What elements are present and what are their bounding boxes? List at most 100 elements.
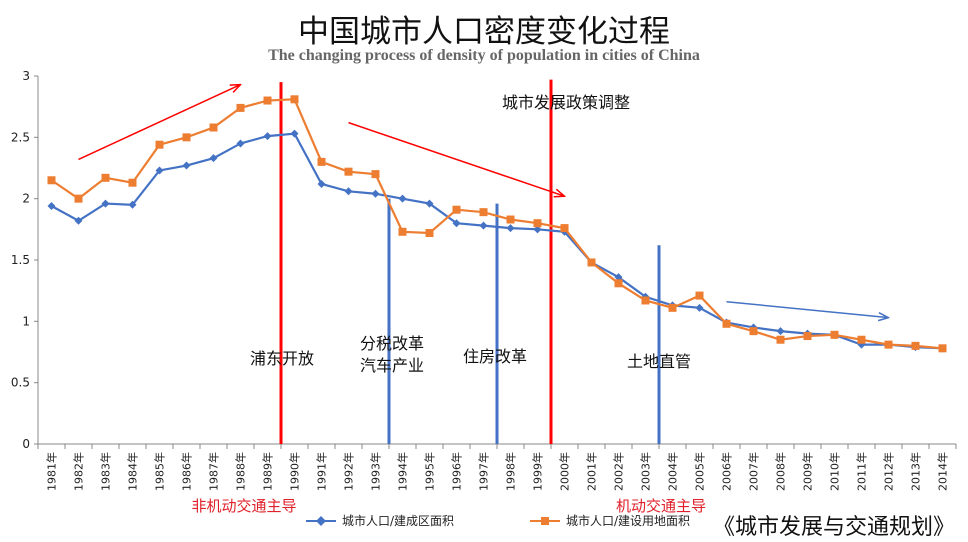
series-2-point bbox=[614, 279, 623, 288]
x-tick-label: 2007年 bbox=[747, 452, 761, 491]
annotation-label: 汽车产业 bbox=[360, 356, 424, 375]
legend-marker-built-area bbox=[306, 515, 336, 526]
y-tick-label: 1.5 bbox=[11, 253, 30, 267]
x-tick-label: 1987年 bbox=[207, 452, 221, 491]
series-2-point bbox=[749, 327, 758, 336]
annotation-label: 机动交通主导 bbox=[616, 497, 706, 515]
series-2-point bbox=[317, 157, 326, 166]
legend-marker-construction-land bbox=[530, 516, 560, 525]
chart-subtitle: The changing process of density of popul… bbox=[268, 47, 700, 64]
y-tick-label: 1 bbox=[22, 314, 30, 328]
series-1-point bbox=[290, 129, 299, 138]
series-2-point bbox=[47, 176, 56, 185]
x-tick-label: 1996年 bbox=[450, 452, 464, 491]
x-tick-label: 1993年 bbox=[369, 452, 383, 491]
x-tick-label: 1988年 bbox=[234, 452, 248, 491]
series-2-point bbox=[182, 133, 191, 142]
series-2-point bbox=[857, 335, 866, 344]
x-tick-label: 1989年 bbox=[261, 452, 275, 491]
x-tick-label: 2000年 bbox=[558, 452, 572, 491]
series-2-point bbox=[884, 340, 893, 349]
x-tick-label: 1985年 bbox=[153, 452, 167, 491]
series-1-point bbox=[344, 187, 353, 196]
x-tick-label: 2006年 bbox=[720, 452, 734, 491]
series-1-point bbox=[317, 179, 326, 188]
series-1-point bbox=[776, 327, 785, 336]
series-1-point bbox=[128, 200, 137, 209]
x-tick-label: 1997年 bbox=[477, 452, 491, 491]
series-2-point bbox=[560, 224, 569, 233]
series-2-point bbox=[938, 344, 947, 353]
series-2-point bbox=[587, 258, 596, 267]
x-tick-label: 2008年 bbox=[774, 452, 788, 491]
series-2-point bbox=[452, 205, 461, 214]
series-2-point bbox=[344, 167, 353, 176]
y-tick-label: 2.5 bbox=[11, 130, 30, 144]
series-2-point bbox=[803, 332, 812, 341]
series-1-point bbox=[452, 219, 461, 228]
source-label: 《城市发展与交通规划》 bbox=[713, 515, 956, 540]
x-tick-label: 1986年 bbox=[180, 452, 194, 491]
trend-arrow bbox=[348, 121, 565, 197]
x-tick-label: 1994年 bbox=[396, 452, 410, 491]
series-2-point bbox=[641, 296, 650, 305]
x-tick-label: 2013年 bbox=[909, 452, 923, 491]
annotation-label: 非机动交通主导 bbox=[191, 497, 296, 515]
series-1-point bbox=[47, 202, 56, 211]
series-1-point bbox=[479, 221, 488, 230]
series-2-point bbox=[668, 303, 677, 312]
series-1-point bbox=[155, 166, 164, 175]
series-2-point bbox=[128, 178, 137, 187]
y-tick-label: 0.5 bbox=[11, 376, 30, 390]
series-2-point bbox=[911, 341, 920, 350]
x-tick-label: 2010年 bbox=[828, 452, 842, 491]
x-tick-label: 1981年 bbox=[45, 452, 59, 491]
chart-title: 中国城市人口密度变化过程 bbox=[298, 14, 670, 50]
x-tick-label: 2014年 bbox=[936, 452, 950, 491]
annotation-label: 土地直管 bbox=[627, 352, 691, 371]
series-2-point bbox=[209, 123, 218, 132]
x-tick-label: 1983年 bbox=[99, 452, 113, 491]
series-2-point bbox=[263, 96, 272, 105]
series-1-point bbox=[425, 199, 434, 208]
series-2-point bbox=[155, 140, 164, 149]
trend-arrow bbox=[78, 85, 241, 161]
series-line-1 bbox=[50, 132, 943, 350]
series-2-point bbox=[371, 170, 380, 179]
x-tick-label: 1990年 bbox=[288, 452, 302, 491]
annotation-label: 住房改革 bbox=[463, 347, 527, 366]
series-line-2 bbox=[50, 98, 943, 350]
series-2-point bbox=[101, 173, 110, 182]
legend-item-construction-land: 城市人口/建设用地面积 bbox=[530, 512, 690, 529]
series-1-point bbox=[74, 216, 83, 225]
x-tick-label: 1982年 bbox=[72, 452, 86, 491]
x-tick-label: 2002年 bbox=[612, 452, 626, 491]
x-tick-label: 1998年 bbox=[504, 452, 518, 491]
x-tick-label: 1991年 bbox=[315, 452, 329, 491]
series-1-point bbox=[371, 189, 380, 198]
series-2-point bbox=[74, 194, 83, 203]
series-2-point bbox=[479, 208, 488, 217]
y-tick-label: 3 bbox=[22, 69, 30, 83]
annotation-label: 城市发展政策调整 bbox=[502, 93, 630, 112]
annotation-label: 浦东开放 bbox=[250, 349, 314, 368]
x-tick-label: 2011年 bbox=[855, 452, 869, 491]
x-tick-label: 2009年 bbox=[801, 452, 815, 491]
series-1-point bbox=[506, 224, 515, 233]
series-2-point bbox=[236, 103, 245, 112]
series-2-point bbox=[830, 330, 839, 339]
x-tick-label: 1999年 bbox=[531, 452, 545, 491]
x-tick-label: 2005年 bbox=[693, 452, 707, 491]
series-1-point bbox=[101, 199, 110, 208]
x-tick-label: 2003年 bbox=[639, 452, 653, 491]
series-1-point bbox=[695, 303, 704, 312]
series-2-point bbox=[290, 95, 299, 104]
x-tick-label: 1995年 bbox=[423, 452, 437, 491]
x-tick-label: 2001年 bbox=[585, 452, 599, 491]
series-2-point bbox=[425, 229, 434, 238]
series-2-point bbox=[722, 319, 731, 328]
series-1-point bbox=[614, 273, 623, 282]
series-2-point bbox=[533, 219, 542, 228]
annotation-label: 分税改革 bbox=[360, 334, 424, 353]
